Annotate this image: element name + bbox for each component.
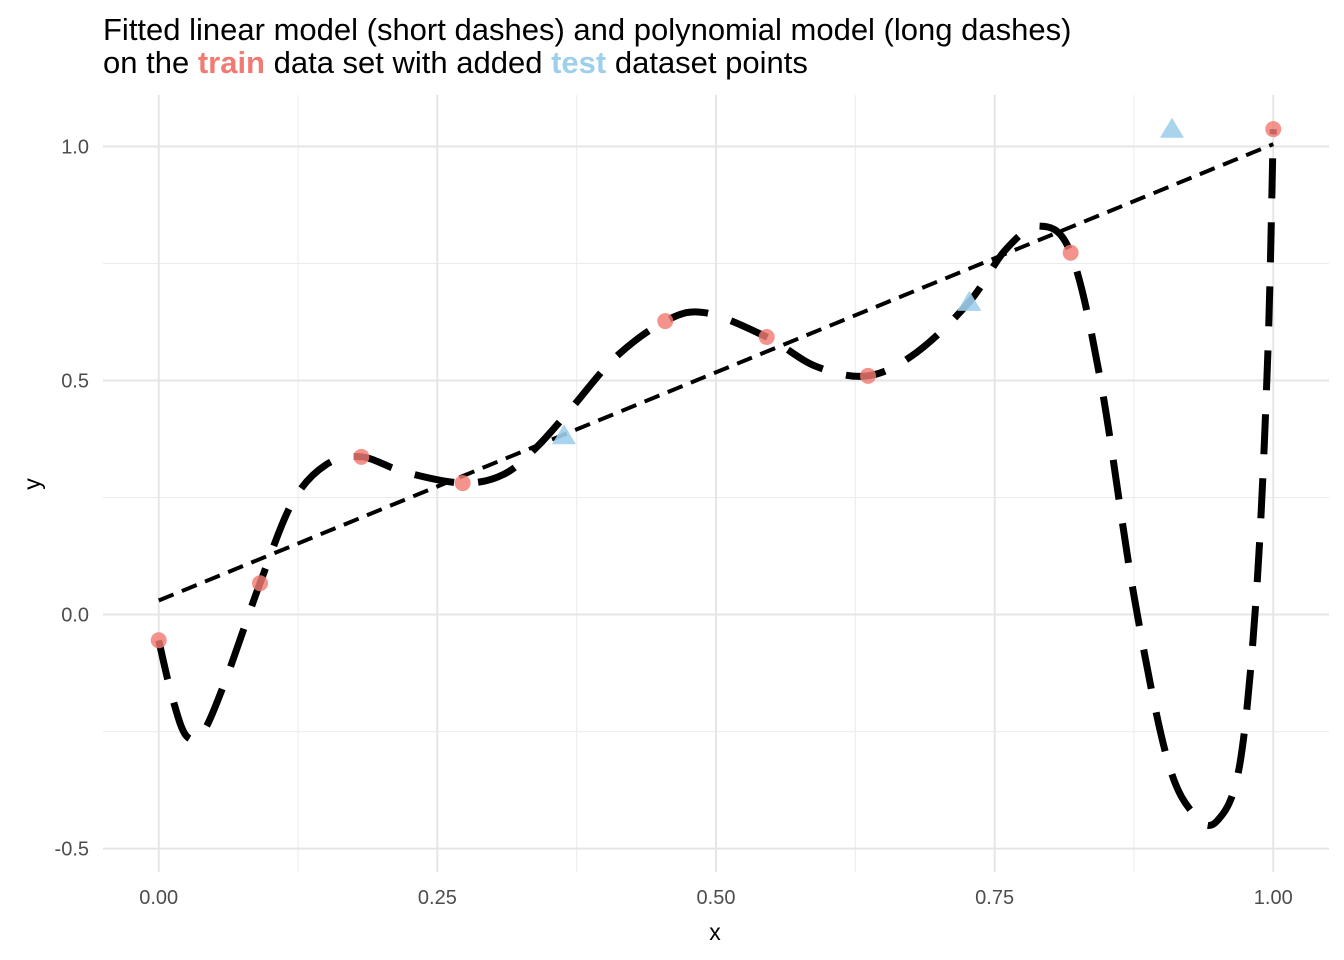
title-test-word: test bbox=[551, 45, 606, 80]
y-tick-label: -0.5 bbox=[55, 839, 89, 861]
title-train-word: train bbox=[198, 45, 265, 80]
grid-lines bbox=[103, 95, 1329, 872]
test-point bbox=[957, 290, 982, 311]
train-point bbox=[454, 475, 471, 492]
x-tick-label: 0.75 bbox=[975, 887, 1014, 909]
data-points bbox=[150, 117, 1282, 649]
train-point bbox=[252, 575, 269, 592]
x-tick-labels: 0.00 0.25 0.50 0.75 1.00 bbox=[139, 887, 1292, 909]
title-prefix: on the bbox=[103, 45, 198, 80]
y-tick-label: 1.0 bbox=[61, 136, 89, 158]
x-axis-label: x bbox=[709, 919, 721, 945]
x-tick-label: 0.50 bbox=[697, 887, 736, 909]
train-point bbox=[1265, 121, 1282, 138]
linear-model-line bbox=[157, 142, 1275, 603]
title-suffix: dataset points bbox=[606, 45, 808, 80]
x-tick-label: 1.00 bbox=[1254, 887, 1293, 909]
y-tick-labels: -0.5 0.0 0.5 1.0 bbox=[55, 136, 89, 860]
train-point bbox=[353, 448, 370, 465]
chart-title-line1: Fitted linear model (short dashes) and p… bbox=[103, 12, 1071, 47]
model-lines bbox=[155, 129, 1277, 829]
train-point bbox=[1062, 244, 1079, 261]
title-middle: data set with added bbox=[265, 45, 551, 80]
y-tick-label: 0.5 bbox=[61, 371, 89, 393]
train-point bbox=[758, 328, 775, 345]
y-axis-label: y bbox=[19, 478, 45, 490]
train-point bbox=[150, 632, 167, 649]
train-point bbox=[860, 367, 877, 384]
x-tick-label: 0.25 bbox=[418, 887, 457, 909]
train-point bbox=[657, 313, 674, 330]
polynomial-model-line bbox=[155, 129, 1277, 829]
test-point bbox=[1159, 117, 1184, 138]
chart-title-line2: on the train data set with added test da… bbox=[103, 45, 808, 80]
y-tick-label: 0.0 bbox=[61, 605, 89, 627]
test-point bbox=[551, 424, 576, 445]
x-tick-label: 0.00 bbox=[139, 887, 178, 909]
